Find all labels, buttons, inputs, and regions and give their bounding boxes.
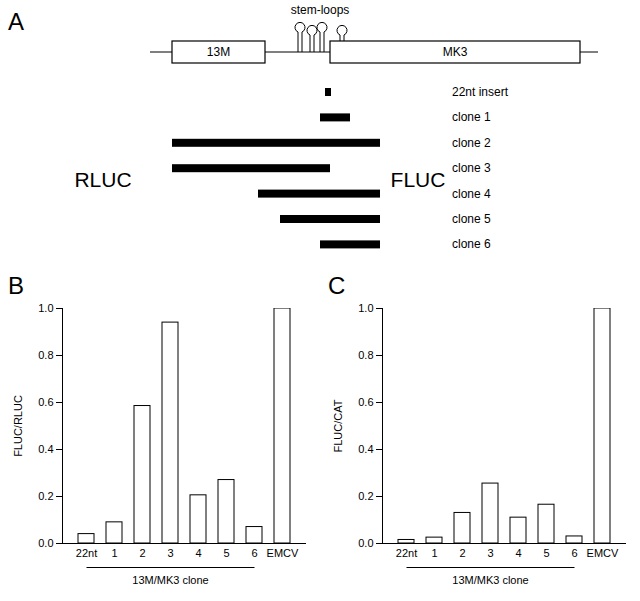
svg-text:1.0: 1.0 [38, 302, 53, 314]
svg-text:4: 4 [195, 547, 201, 559]
svg-text:3: 3 [167, 547, 173, 559]
svg-text:0.2: 0.2 [38, 490, 53, 502]
svg-text:22nt: 22nt [76, 547, 97, 559]
svg-text:5: 5 [543, 547, 549, 559]
svg-text:1: 1 [431, 547, 437, 559]
svg-text:6: 6 [251, 547, 257, 559]
svg-text:EMCV: EMCV [267, 547, 299, 559]
svg-text:0.6: 0.6 [38, 396, 53, 408]
svg-text:13M/MK3 clone: 13M/MK3 clone [132, 574, 208, 586]
html-text:C: C [328, 272, 346, 299]
svg-text:6: 6 [571, 547, 577, 559]
svg-text:FLUC: FLUC [391, 168, 446, 191]
svg-text:13M: 13M [207, 45, 230, 59]
svg-text:1.0: 1.0 [358, 302, 373, 314]
svg-text:clone 6: clone 6 [452, 237, 491, 251]
svg-text:EMCV: EMCV [587, 547, 619, 559]
html-text:B: B [8, 272, 24, 299]
svg-text:FLUC/CAT: FLUC/CAT [332, 399, 344, 452]
svg-text:stem-loops: stem-loops [291, 3, 350, 17]
svg-text:2: 2 [139, 547, 145, 559]
svg-text:0.6: 0.6 [358, 396, 373, 408]
svg-text:0.0: 0.0 [38, 537, 53, 549]
svg-text:22nt insert: 22nt insert [452, 85, 509, 99]
svg-text:clone 5: clone 5 [452, 212, 491, 226]
svg-text:0.4: 0.4 [358, 443, 373, 455]
svg-text:FLUC/RLUC: FLUC/RLUC [12, 395, 24, 457]
svg-text:5: 5 [223, 547, 229, 559]
svg-text:13M/MK3 clone: 13M/MK3 clone [452, 574, 528, 586]
svg-text:22nt: 22nt [396, 547, 417, 559]
svg-text:0.8: 0.8 [358, 349, 373, 361]
svg-text:3: 3 [487, 547, 493, 559]
svg-text:2: 2 [459, 547, 465, 559]
svg-text:0.8: 0.8 [38, 349, 53, 361]
svg-text:MK3: MK3 [443, 45, 468, 59]
svg-text:0.0: 0.0 [358, 537, 373, 549]
svg-text:1: 1 [111, 547, 117, 559]
svg-text:0.4: 0.4 [38, 443, 53, 455]
svg-text:0.2: 0.2 [358, 490, 373, 502]
svg-text:clone 1: clone 1 [452, 110, 491, 124]
svg-text:clone 3: clone 3 [452, 161, 491, 175]
svg-text:RLUC: RLUC [74, 168, 131, 191]
svg-text:4: 4 [515, 547, 521, 559]
svg-text:A: A [8, 8, 24, 35]
svg-text:clone 4: clone 4 [452, 187, 491, 201]
svg-text:clone 2: clone 2 [452, 136, 491, 150]
